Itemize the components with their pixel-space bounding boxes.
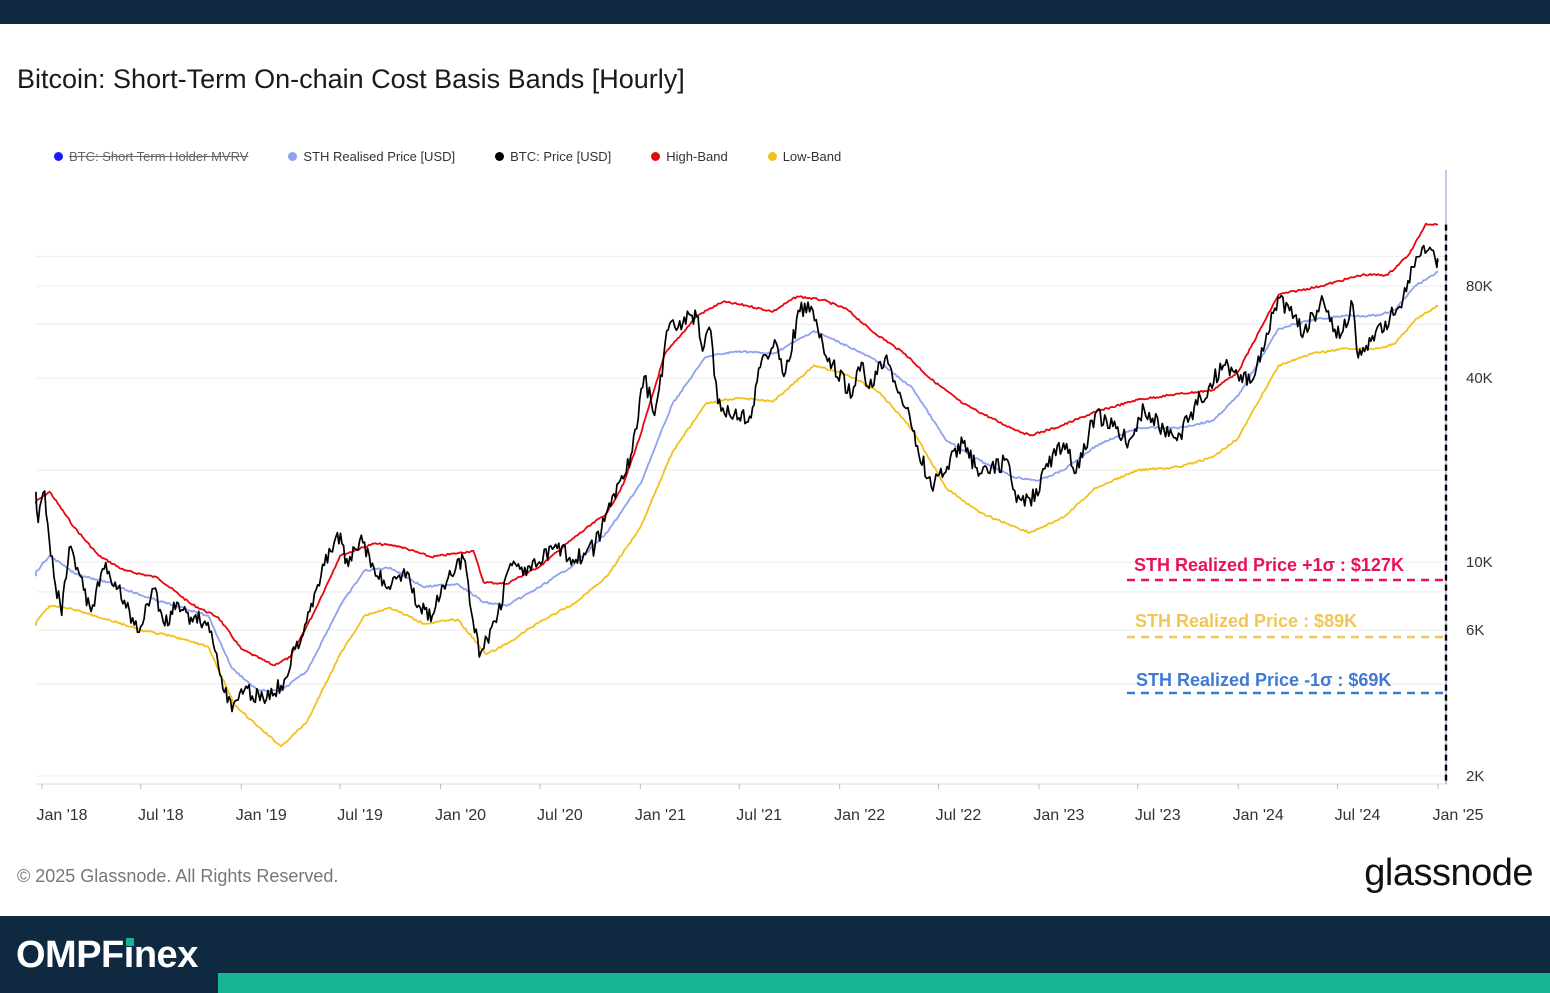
- legend-dot: [651, 152, 661, 161]
- x-tick-label: Jul '19: [337, 807, 383, 824]
- y-tick-label: 2K: [1466, 768, 1484, 785]
- y-tick-label: 80K: [1466, 278, 1493, 295]
- chart-title: Bitcoin: Short-Term On-chain Cost Basis …: [17, 64, 685, 94]
- legend-dot: [495, 152, 505, 161]
- legend-item-sth-realised-price[interactable]: STH Realised Price [USD]: [288, 149, 455, 164]
- legend-item-high-band[interactable]: High-Band: [651, 149, 728, 164]
- x-tick-label: Jan '23: [1033, 807, 1084, 824]
- copyright-text: © 2025 Glassnode. All Rights Reserved.: [17, 866, 339, 886]
- chart-plot: Jan '18 Jul '18 Jan '19 Jul '19 Jan '20 Jul '…: [35, 170, 1493, 824]
- logo-i: i: [123, 934, 135, 976]
- legend-label: BTC: Price [USD]: [510, 149, 612, 164]
- x-tick-label: Jan '22: [834, 807, 885, 824]
- annotation-label: STH Realized Price : $89K: [1135, 611, 1357, 631]
- legend-dot: [767, 152, 777, 161]
- legend-label: Low-Band: [782, 149, 842, 164]
- x-tick-label: Jan '19: [236, 807, 287, 824]
- x-tick-label: Jul '22: [936, 807, 982, 824]
- y-tick-label: 6K: [1466, 622, 1484, 639]
- annotation-label: STH Realized Price -1σ : $69K: [1136, 670, 1391, 690]
- series-sth-realised-price: [35, 270, 1439, 693]
- x-tick-label: Jul '21: [736, 807, 782, 824]
- x-tick-label: Jan '20: [435, 807, 486, 824]
- legend-dot: [54, 152, 63, 161]
- x-tick-label: Jan '18: [36, 807, 87, 824]
- legend-label: High-Band: [666, 149, 728, 164]
- legend-label: BTC: Short Term Holder MVRV: [69, 149, 249, 164]
- legend-item-sth-mvrv[interactable]: BTC: Short Term Holder MVRV: [54, 149, 248, 164]
- x-tick-label: Jan '21: [635, 807, 686, 824]
- logo-suffix: nex: [133, 934, 198, 976]
- annotation-label: STH Realized Price +1σ : $127K: [1134, 555, 1404, 575]
- top-bar: [0, 0, 1550, 24]
- ompfinex-logo: OMPFinex: [16, 934, 198, 977]
- bottom-accent-bar: [218, 973, 1550, 993]
- x-tick-label: Jan '25: [1432, 807, 1483, 824]
- legend-label: STH Realised Price [USD]: [303, 149, 456, 164]
- legend-item-low-band[interactable]: Low-Band: [767, 149, 842, 164]
- y-tick-label: 10K: [1466, 554, 1493, 571]
- legend-item-btc-price[interactable]: BTC: Price [USD]: [495, 149, 611, 164]
- glassnode-logo: glassnode: [1364, 852, 1533, 894]
- x-tick-label: Jul '24: [1335, 807, 1381, 824]
- x-tick-label: Jul '23: [1135, 807, 1181, 824]
- x-tick-label: Jul '20: [537, 807, 583, 824]
- x-tick-label: Jan '24: [1233, 807, 1284, 824]
- series-low-band: [35, 304, 1439, 748]
- series-btc-price: [35, 244, 1439, 713]
- legend: BTC: Short Term Holder MVRV STH Realised…: [54, 149, 881, 164]
- logo-prefix: OMPF: [16, 934, 124, 976]
- x-tick-label: Jul '18: [138, 807, 184, 824]
- y-tick-label: 40K: [1466, 370, 1493, 387]
- series-high-band: [35, 222, 1439, 667]
- legend-dot: [288, 152, 298, 161]
